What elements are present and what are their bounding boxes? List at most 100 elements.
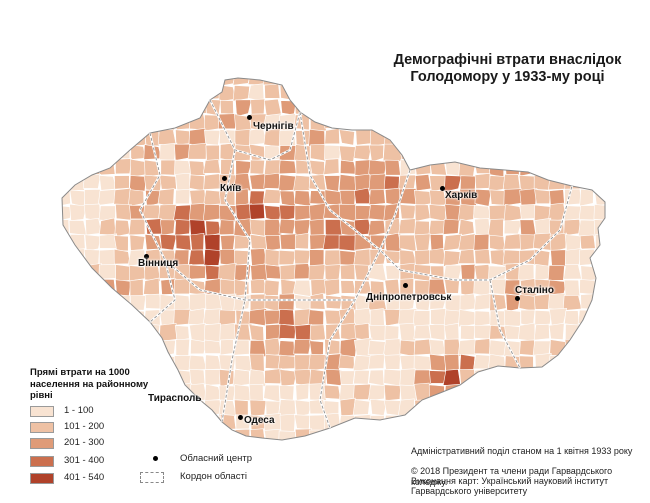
district: [249, 353, 265, 373]
district: [399, 429, 417, 440]
district: [188, 293, 207, 312]
district: [264, 248, 281, 267]
district: [414, 143, 432, 160]
district: [489, 369, 506, 387]
district: [549, 158, 567, 174]
district: [264, 428, 282, 440]
district: [354, 114, 370, 132]
district: [115, 129, 132, 148]
district: [460, 98, 476, 117]
district: [442, 369, 462, 386]
district: [369, 429, 387, 440]
district: [278, 159, 297, 175]
city-label-kyiv: Київ: [220, 183, 242, 194]
district: [488, 85, 507, 101]
district: [62, 278, 72, 298]
district: [488, 384, 507, 400]
district: [100, 278, 116, 297]
district: [458, 233, 476, 251]
district: [368, 384, 386, 402]
district: [578, 322, 596, 343]
oblast-border: [319, 249, 381, 429]
district: [532, 128, 551, 146]
district: [130, 324, 147, 342]
district: [175, 172, 192, 191]
district: [459, 353, 476, 371]
district: [474, 84, 492, 102]
district: [474, 173, 491, 190]
district: [577, 219, 597, 237]
district: [443, 354, 460, 373]
district: [428, 428, 447, 440]
district: [428, 324, 446, 341]
district: [308, 84, 327, 103]
district: [610, 99, 626, 117]
made-by-note-1: Виконання карт: Український науковий інс…: [411, 476, 609, 486]
district: [98, 98, 118, 117]
district: [503, 233, 523, 250]
district: [442, 218, 460, 235]
oblast-border: [139, 132, 176, 323]
district: [503, 309, 521, 327]
district: [593, 309, 605, 327]
district: [129, 278, 144, 297]
district: [113, 113, 130, 133]
district: [324, 128, 340, 145]
district: [339, 250, 356, 266]
district: [368, 144, 385, 163]
district: [412, 98, 431, 117]
district: [369, 415, 385, 433]
district: [458, 309, 476, 328]
district: [563, 279, 581, 298]
district: [534, 429, 552, 440]
district: [250, 248, 268, 267]
district: [399, 204, 417, 220]
district: [85, 114, 101, 132]
district: [69, 248, 86, 267]
district: [263, 127, 281, 148]
district: [580, 265, 597, 282]
copyright-note: © 2018 Президент та члени ради Гарвардсь…: [411, 466, 613, 487]
district: [129, 337, 145, 356]
district: [278, 340, 296, 357]
district: [608, 370, 626, 385]
district: [278, 78, 296, 88]
district: [202, 204, 222, 222]
oblast-center-dot-icon: [153, 456, 158, 461]
district: [113, 309, 131, 328]
district: [473, 400, 492, 417]
district: [550, 429, 566, 440]
district: [204, 233, 221, 252]
district: [533, 293, 551, 310]
district: [593, 204, 605, 221]
district: [459, 113, 475, 131]
district: [474, 99, 491, 117]
district: [610, 114, 626, 130]
district: [309, 324, 326, 341]
district: [173, 413, 192, 432]
district: [174, 325, 190, 341]
district: [533, 99, 551, 114]
district: [130, 114, 148, 133]
district: [459, 384, 477, 403]
district: [264, 83, 281, 99]
district: [518, 144, 537, 162]
admin-note: Адміністративний поділ станом на 1 квітн…: [411, 446, 633, 456]
district: [610, 220, 626, 236]
district: [83, 292, 102, 312]
district: [563, 264, 582, 280]
city-label-stalino: Сталіно: [515, 285, 554, 296]
district: [610, 248, 627, 265]
district: [129, 415, 147, 433]
district: [534, 310, 552, 326]
district: [578, 144, 597, 161]
district: [487, 218, 504, 237]
district: [112, 340, 131, 355]
district: [579, 354, 597, 371]
district: [564, 248, 582, 266]
district: [309, 292, 326, 310]
district: [293, 84, 312, 103]
district: [234, 355, 252, 372]
district: [504, 113, 522, 133]
district: [248, 369, 267, 387]
